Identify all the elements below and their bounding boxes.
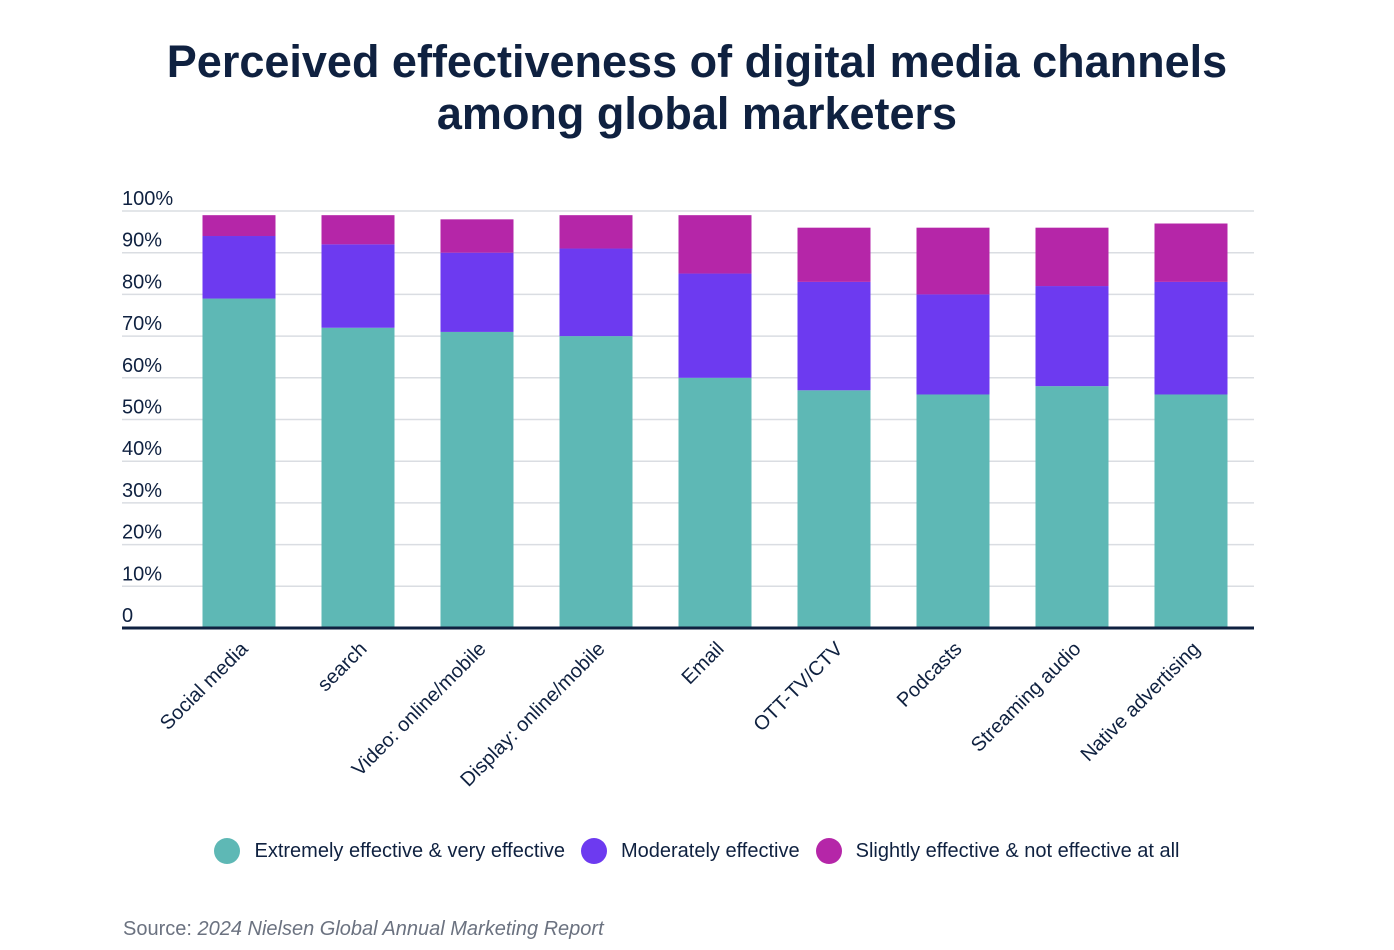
y-tick-label: 10% bbox=[122, 563, 162, 585]
legend-item-moderately-effective: Moderately effective bbox=[580, 838, 800, 864]
y-tick-label: 70% bbox=[122, 313, 162, 335]
chart-title: Perceived effectiveness of digital media… bbox=[0, 36, 1394, 140]
legend-swatch-moderately-effective bbox=[580, 838, 607, 864]
y-tick-label: 100% bbox=[122, 188, 173, 210]
bar-segment bbox=[559, 336, 633, 628]
bar-segment bbox=[797, 390, 871, 628]
legend: Extremely effective & very effective Mod… bbox=[0, 838, 1394, 864]
x-tick-label: Email bbox=[678, 638, 729, 689]
x-tick-label: Native advertising bbox=[1077, 638, 1205, 766]
y-tick-label: 50% bbox=[122, 397, 162, 419]
x-tick-label: Podcasts bbox=[893, 638, 967, 712]
bar-segment bbox=[1154, 394, 1228, 628]
legend-swatch-extremely-effective bbox=[214, 838, 241, 864]
bar-segment bbox=[202, 236, 276, 299]
bar-segment bbox=[321, 327, 395, 628]
bar-segment bbox=[1035, 227, 1109, 287]
x-tick-label: Video: online/mobile bbox=[348, 638, 491, 781]
bar-segment bbox=[321, 215, 395, 245]
bar-segment bbox=[1154, 281, 1228, 395]
bar-segment bbox=[559, 248, 633, 337]
bar-segment bbox=[916, 394, 990, 628]
y-tick-label: 0 bbox=[122, 605, 133, 627]
x-tick-label: search bbox=[314, 638, 372, 696]
bar-segment bbox=[797, 227, 871, 282]
legend-label-slightly-effective: Slightly effective & not effective at al… bbox=[855, 839, 1180, 862]
source-prefix: Source: bbox=[123, 918, 198, 940]
x-tick-label: Social media bbox=[156, 637, 253, 734]
bar-segment bbox=[916, 294, 990, 395]
bar-segment bbox=[1035, 386, 1109, 628]
x-tick-label: Streaming audio bbox=[967, 638, 1086, 757]
bar-segment bbox=[559, 215, 633, 249]
bar-segment bbox=[678, 273, 752, 378]
chart-title-line-1: Perceived effectiveness of digital media… bbox=[166, 36, 1228, 87]
y-tick-label: 60% bbox=[122, 355, 162, 377]
legend-item-extremely-effective: Extremely effective & very effective bbox=[214, 838, 565, 864]
source-note: Source: 2024 Nielsen Global Annual Marke… bbox=[123, 918, 604, 941]
y-tick-label: 90% bbox=[122, 230, 162, 252]
y-tick-label: 80% bbox=[122, 271, 162, 293]
chart-title-line-2: among global marketers bbox=[436, 88, 958, 139]
x-tick-label: OTT-TV/CTV bbox=[749, 638, 848, 737]
bar-segment bbox=[440, 252, 514, 332]
bar-segment bbox=[202, 298, 276, 628]
source-title: 2024 Nielsen Global Annual Marketing Rep… bbox=[197, 918, 604, 940]
legend-label-moderately-effective: Moderately effective bbox=[620, 839, 800, 862]
legend-label-extremely-effective: Extremely effective & very effective bbox=[254, 839, 565, 862]
y-tick-label: 20% bbox=[122, 522, 162, 544]
bar-segment bbox=[202, 215, 276, 237]
stacked-bar-chart: 0 10% 20% 30% 40% 50% 60% 70% 80% 90% 100% Social m… bbox=[122, 188, 1254, 791]
bar-segment bbox=[321, 244, 395, 328]
legend-swatch-slightly-effective bbox=[815, 838, 842, 864]
bar-segment bbox=[440, 331, 514, 628]
y-tick-label: 30% bbox=[122, 480, 162, 502]
bar-segment bbox=[440, 219, 514, 253]
bar-segment bbox=[1035, 286, 1109, 387]
bar-segment bbox=[678, 215, 752, 274]
bar-segment bbox=[678, 377, 752, 628]
y-tick-label: 40% bbox=[122, 438, 162, 460]
bar-segment bbox=[916, 227, 990, 295]
legend-item-slightly-effective: Slightly effective & not effective at al… bbox=[815, 838, 1180, 864]
bar-segment bbox=[797, 281, 871, 391]
bar-segment bbox=[1154, 223, 1228, 282]
